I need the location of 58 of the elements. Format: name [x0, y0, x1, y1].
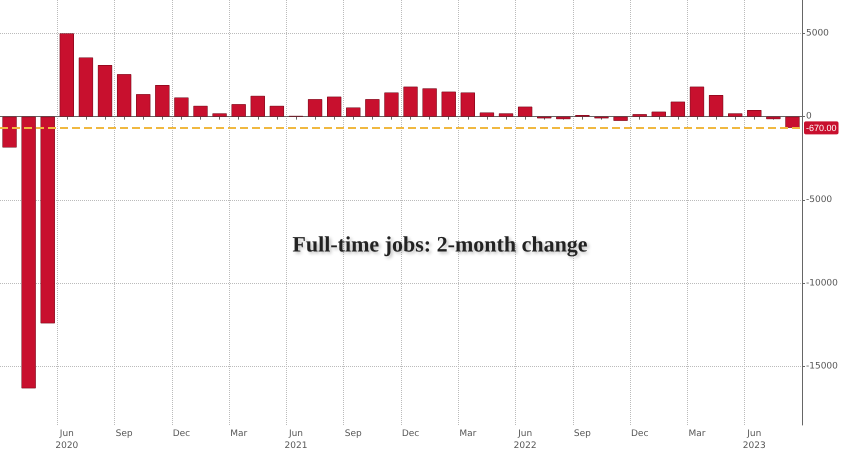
x-tick-label: Mar	[688, 429, 706, 439]
bar	[270, 106, 284, 117]
x-tick-label: Jun 2022	[514, 429, 537, 451]
x-tick-label: Sep	[344, 429, 362, 439]
bar	[403, 86, 418, 117]
bar	[232, 104, 246, 117]
y-tick-label: 0	[806, 112, 812, 122]
bar	[728, 113, 742, 117]
bar	[766, 116, 781, 120]
bar	[670, 102, 686, 117]
bar	[212, 113, 227, 117]
bar	[174, 98, 189, 117]
bar	[308, 99, 322, 117]
bar	[78, 58, 94, 117]
bar	[2, 116, 17, 148]
x-tick-label: Jun 2021	[284, 429, 308, 451]
y-tick-label: -5000	[806, 195, 832, 205]
bar	[747, 110, 762, 117]
bar	[346, 108, 360, 117]
bar	[442, 92, 456, 117]
bar	[116, 74, 132, 117]
bar	[365, 99, 380, 117]
bar	[480, 112, 494, 117]
bar	[613, 116, 628, 121]
bar	[60, 33, 74, 117]
bar	[327, 96, 342, 117]
bar	[652, 112, 666, 117]
bar	[136, 94, 150, 117]
bar	[155, 85, 170, 117]
bar	[422, 88, 437, 117]
y-tick-label: 5000	[806, 28, 830, 38]
x-tick-label: Dec	[630, 429, 648, 439]
x-tick-label: Mar	[459, 429, 477, 439]
text: Full-time jobs: 2-month change	[292, 232, 588, 256]
bar	[708, 95, 724, 117]
x-tick-label: Dec	[402, 429, 420, 439]
x-tick-label: Jun 2020	[55, 429, 79, 451]
x-tick-label: Jun 2023	[742, 429, 766, 451]
y-tick-label: -15000	[806, 362, 838, 372]
y-tick-label: -10000	[806, 278, 838, 288]
bar	[250, 96, 265, 117]
bar	[518, 106, 532, 117]
bar	[498, 113, 514, 117]
bar	[785, 116, 800, 128]
ref-line-label: -670.00	[806, 122, 837, 133]
bar	[21, 116, 36, 388]
x-tick-label: Mar	[230, 429, 248, 439]
x-tick-label: Sep	[116, 429, 133, 439]
bar	[98, 65, 112, 117]
x-tick-label: Sep	[574, 429, 592, 439]
bar	[384, 92, 399, 117]
bar	[40, 116, 55, 324]
bar	[690, 86, 704, 117]
bar	[556, 116, 570, 120]
x-tick-label: Dec	[172, 429, 190, 439]
bar	[632, 114, 647, 117]
bar	[460, 92, 475, 117]
bar	[193, 106, 208, 117]
